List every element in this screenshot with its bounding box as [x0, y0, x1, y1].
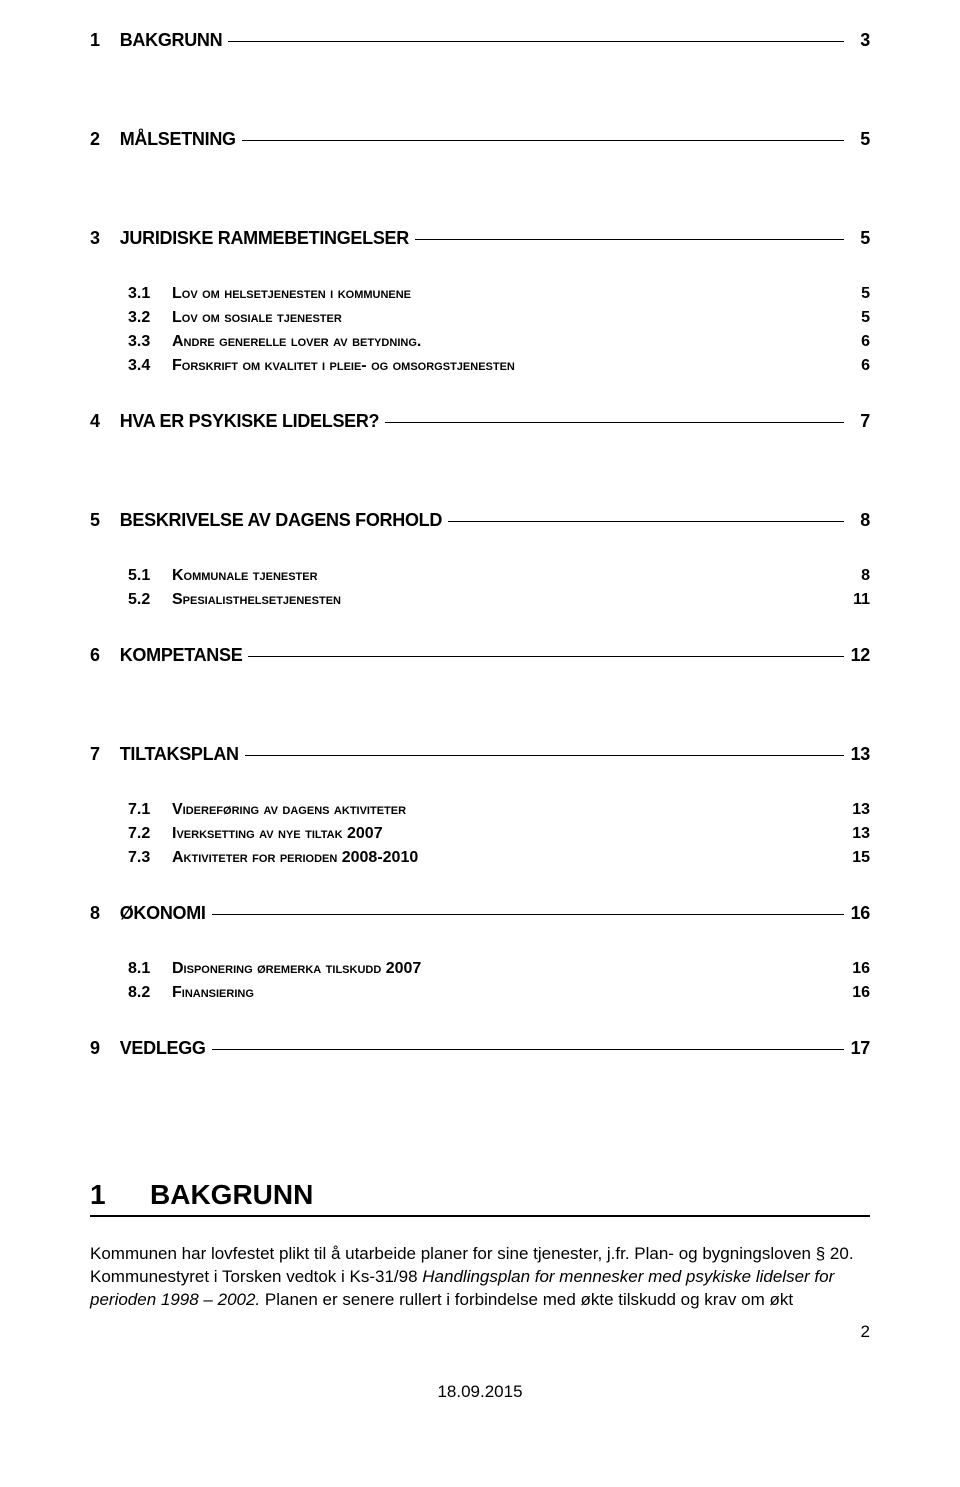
toc-sub-num: 7.1: [128, 801, 172, 819]
toc-sub-3-2: 3.2 Lov om sosiale tjenester 5: [128, 309, 870, 327]
toc-sub-label: Videreføring av dagens aktiviteter: [172, 801, 406, 819]
toc-sub-label: Lov om sosiale tjenester: [172, 309, 342, 327]
toc-label: ØKONOMI: [120, 903, 206, 924]
toc-num: 7: [90, 744, 100, 765]
toc-sub-7-2: 7.2 Iverksetting av nye tiltak 2007 13: [128, 825, 870, 843]
toc-num: 6: [90, 645, 100, 666]
toc-sub-page: 13: [850, 825, 870, 843]
toc-sub-page: 16: [850, 960, 870, 978]
toc-num: 2: [90, 129, 100, 150]
footer-date: 18.09.2015: [90, 1382, 870, 1402]
toc-leader: [242, 140, 844, 141]
toc-entry-1: 1 BAKGRUNN 3: [90, 30, 870, 51]
section-heading-1: 1 BAKGRUNN: [90, 1179, 870, 1217]
toc-sub-page: 11: [850, 591, 870, 609]
toc-sub-8-2: 8.2 Finansiering 16: [128, 984, 870, 1002]
toc-leader: [245, 755, 844, 756]
toc-sub-page: 13: [850, 801, 870, 819]
toc-sub-label: Iverksetting av nye tiltak 2007: [172, 825, 383, 843]
page-number: 2: [90, 1322, 870, 1342]
toc-sub-label: Andre generelle lover av betydning.: [172, 333, 421, 351]
toc-sub-page: 6: [850, 357, 870, 375]
toc-num: 9: [90, 1038, 100, 1059]
toc-leader: [248, 656, 844, 657]
toc-leader: [212, 1049, 844, 1050]
toc-sub-num: 5.2: [128, 591, 172, 609]
toc-page: 8: [850, 510, 870, 531]
toc-sub-label: Kommunale tjenester: [172, 567, 318, 585]
toc-leader: [385, 422, 844, 423]
toc-sub-3-1: 3.1 Lov om helsetjenesten i kommunene 5: [128, 285, 870, 303]
toc-page: 5: [850, 129, 870, 150]
toc-num: 8: [90, 903, 100, 924]
section-num: 1: [90, 1179, 150, 1211]
document-page: 1 BAKGRUNN 3 2 MÅLSETNING 5 3 JURIDISKE …: [0, 0, 960, 1487]
section-title: BAKGRUNN: [150, 1179, 313, 1211]
toc-page: 17: [850, 1038, 870, 1059]
toc-label: TILTAKSPLAN: [120, 744, 239, 765]
toc-label: BAKGRUNN: [120, 30, 223, 51]
toc-sub-page: 16: [850, 984, 870, 1002]
toc-label: KOMPETANSE: [120, 645, 243, 666]
toc-num: 3: [90, 228, 100, 249]
toc-sub-page: 5: [850, 309, 870, 327]
toc-page: 13: [850, 744, 870, 765]
toc-page: 16: [850, 903, 870, 924]
toc-entry-7: 7 TILTAKSPLAN 13: [90, 744, 870, 765]
toc-sub-num: 8.2: [128, 984, 172, 1002]
toc-label: MÅLSETNING: [120, 129, 236, 150]
toc-label: JURIDISKE RAMMEBETINGELSER: [120, 228, 409, 249]
toc-leader: [212, 914, 844, 915]
para-text-b: Planen er senere rullert i forbindelse m…: [260, 1290, 793, 1309]
toc-sub-label: Lov om helsetjenesten i kommunene: [172, 285, 411, 303]
toc-num: 4: [90, 411, 100, 432]
toc-sub-3-4: 3.4 Forskrift om kvalitet i pleie- og om…: [128, 357, 870, 375]
toc-leader: [448, 521, 844, 522]
toc-page: 5: [850, 228, 870, 249]
toc-sub-num: 3.4: [128, 357, 172, 375]
toc-sub-label: Disponering øremerka tilskudd 2007: [172, 960, 421, 978]
toc-sub-num: 8.1: [128, 960, 172, 978]
toc-sub-num: 3.1: [128, 285, 172, 303]
toc-sub-8-1: 8.1 Disponering øremerka tilskudd 2007 1…: [128, 960, 870, 978]
toc-sub-7-3: 7.3 Aktiviteter for perioden 2008-2010 1…: [128, 849, 870, 867]
toc-label: BESKRIVELSE AV DAGENS FORHOLD: [120, 510, 442, 531]
toc-sub-num: 7.2: [128, 825, 172, 843]
toc-sub-num: 5.1: [128, 567, 172, 585]
toc-num: 1: [90, 30, 100, 51]
toc-label: VEDLEGG: [120, 1038, 206, 1059]
toc-sub-page: 6: [850, 333, 870, 351]
toc-sub-7-1: 7.1 Videreføring av dagens aktiviteter 1…: [128, 801, 870, 819]
toc-sub-label: Aktiviteter for perioden 2008-2010: [172, 849, 418, 867]
toc-entry-4: 4 HVA ER PSYKISKE LIDELSER? 7: [90, 411, 870, 432]
toc-sub-page: 5: [850, 285, 870, 303]
toc-label: HVA ER PSYKISKE LIDELSER?: [120, 411, 380, 432]
toc-num: 5: [90, 510, 100, 531]
toc-page: 12: [850, 645, 870, 666]
toc-sub-num: 7.3: [128, 849, 172, 867]
toc-entry-8: 8 ØKONOMI 16: [90, 903, 870, 924]
toc-entry-5: 5 BESKRIVELSE AV DAGENS FORHOLD 8: [90, 510, 870, 531]
toc-sub-page: 8: [850, 567, 870, 585]
toc-page: 7: [850, 411, 870, 432]
toc-sub-num: 3.3: [128, 333, 172, 351]
toc-entry-2: 2 MÅLSETNING 5: [90, 129, 870, 150]
toc-sub-num: 3.2: [128, 309, 172, 327]
toc-entry-3: 3 JURIDISKE RAMMEBETINGELSER 5: [90, 228, 870, 249]
toc-entry-6: 6 KOMPETANSE 12: [90, 645, 870, 666]
toc-entry-9: 9 VEDLEGG 17: [90, 1038, 870, 1059]
toc-sub-label: Finansiering: [172, 984, 254, 1002]
toc-page: 3: [850, 30, 870, 51]
toc-sub-label: Forskrift om kvalitet i pleie- og omsorg…: [172, 357, 515, 375]
toc-sub-page: 15: [850, 849, 870, 867]
toc-sub-5-1: 5.1 Kommunale tjenester 8: [128, 567, 870, 585]
section-1-paragraph: Kommunen har lovfestet plikt til å utarb…: [90, 1243, 870, 1312]
toc-sub-5-2: 5.2 Spesialisthelsetjenesten 11: [128, 591, 870, 609]
toc-leader: [228, 41, 844, 42]
toc-sub-label: Spesialisthelsetjenesten: [172, 591, 341, 609]
toc-leader: [415, 239, 844, 240]
toc-sub-3-3: 3.3 Andre generelle lover av betydning. …: [128, 333, 870, 351]
